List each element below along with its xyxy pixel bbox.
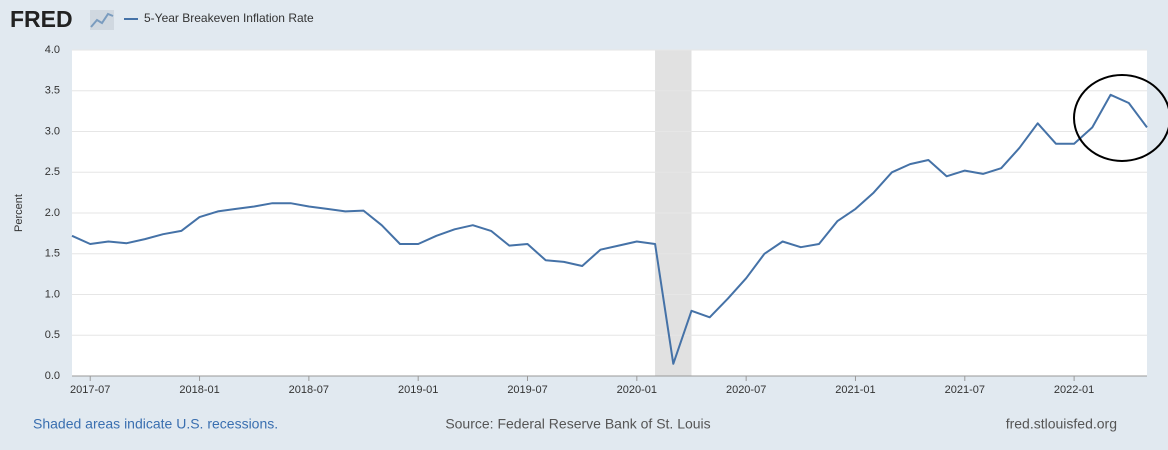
- y-tick-label: 2.0: [45, 207, 60, 219]
- y-tick-label: 1.5: [45, 248, 60, 260]
- x-tick-label: 2021-01: [835, 384, 875, 396]
- legend-label: 5-Year Breakeven Inflation Rate: [144, 11, 314, 25]
- highlight-circle: [1073, 74, 1168, 162]
- x-tick-label: 2017-07: [70, 384, 110, 396]
- plot-layer: 0.0 0.5 1.0 1.5 2.0 2.5 3.0 3.5 4.0 2017-07 2018-0…: [45, 44, 1148, 396]
- recession-note[interactable]: Shaded areas indicate U.S. recessions.: [33, 416, 278, 432]
- series-line: [71, 93, 1148, 365]
- logo: FRED: [10, 6, 73, 32]
- y-tick-label: 2.5: [45, 166, 60, 178]
- y-tick-label: 0.5: [45, 329, 60, 341]
- url[interactable]: fred.stlouisfed.org: [1006, 416, 1117, 432]
- source: Source: Federal Reserve Bank of St. Loui…: [445, 416, 710, 432]
- y-tick-label: 4.0: [45, 44, 60, 56]
- x-tick-label: 2020-07: [726, 384, 766, 396]
- y-axis-label: Percent: [13, 194, 25, 232]
- x-tick-label: 2018-07: [289, 384, 329, 396]
- y-tick-label: 0.0: [45, 370, 60, 382]
- y-tick-label: 3.5: [45, 85, 60, 97]
- x-tick-label: 2019-01: [398, 384, 438, 396]
- y-tick-label: 1.0: [45, 288, 60, 300]
- x-tick-label: 2018-01: [179, 384, 219, 396]
- y-tick-label: 3.0: [45, 125, 60, 137]
- x-tick-label: 2019-07: [507, 384, 547, 396]
- x-tick-label: 2020-01: [617, 384, 657, 396]
- logo-icon: [90, 10, 114, 30]
- x-tick-label: 2021-07: [945, 384, 985, 396]
- x-tick-label: 2022-01: [1054, 384, 1094, 396]
